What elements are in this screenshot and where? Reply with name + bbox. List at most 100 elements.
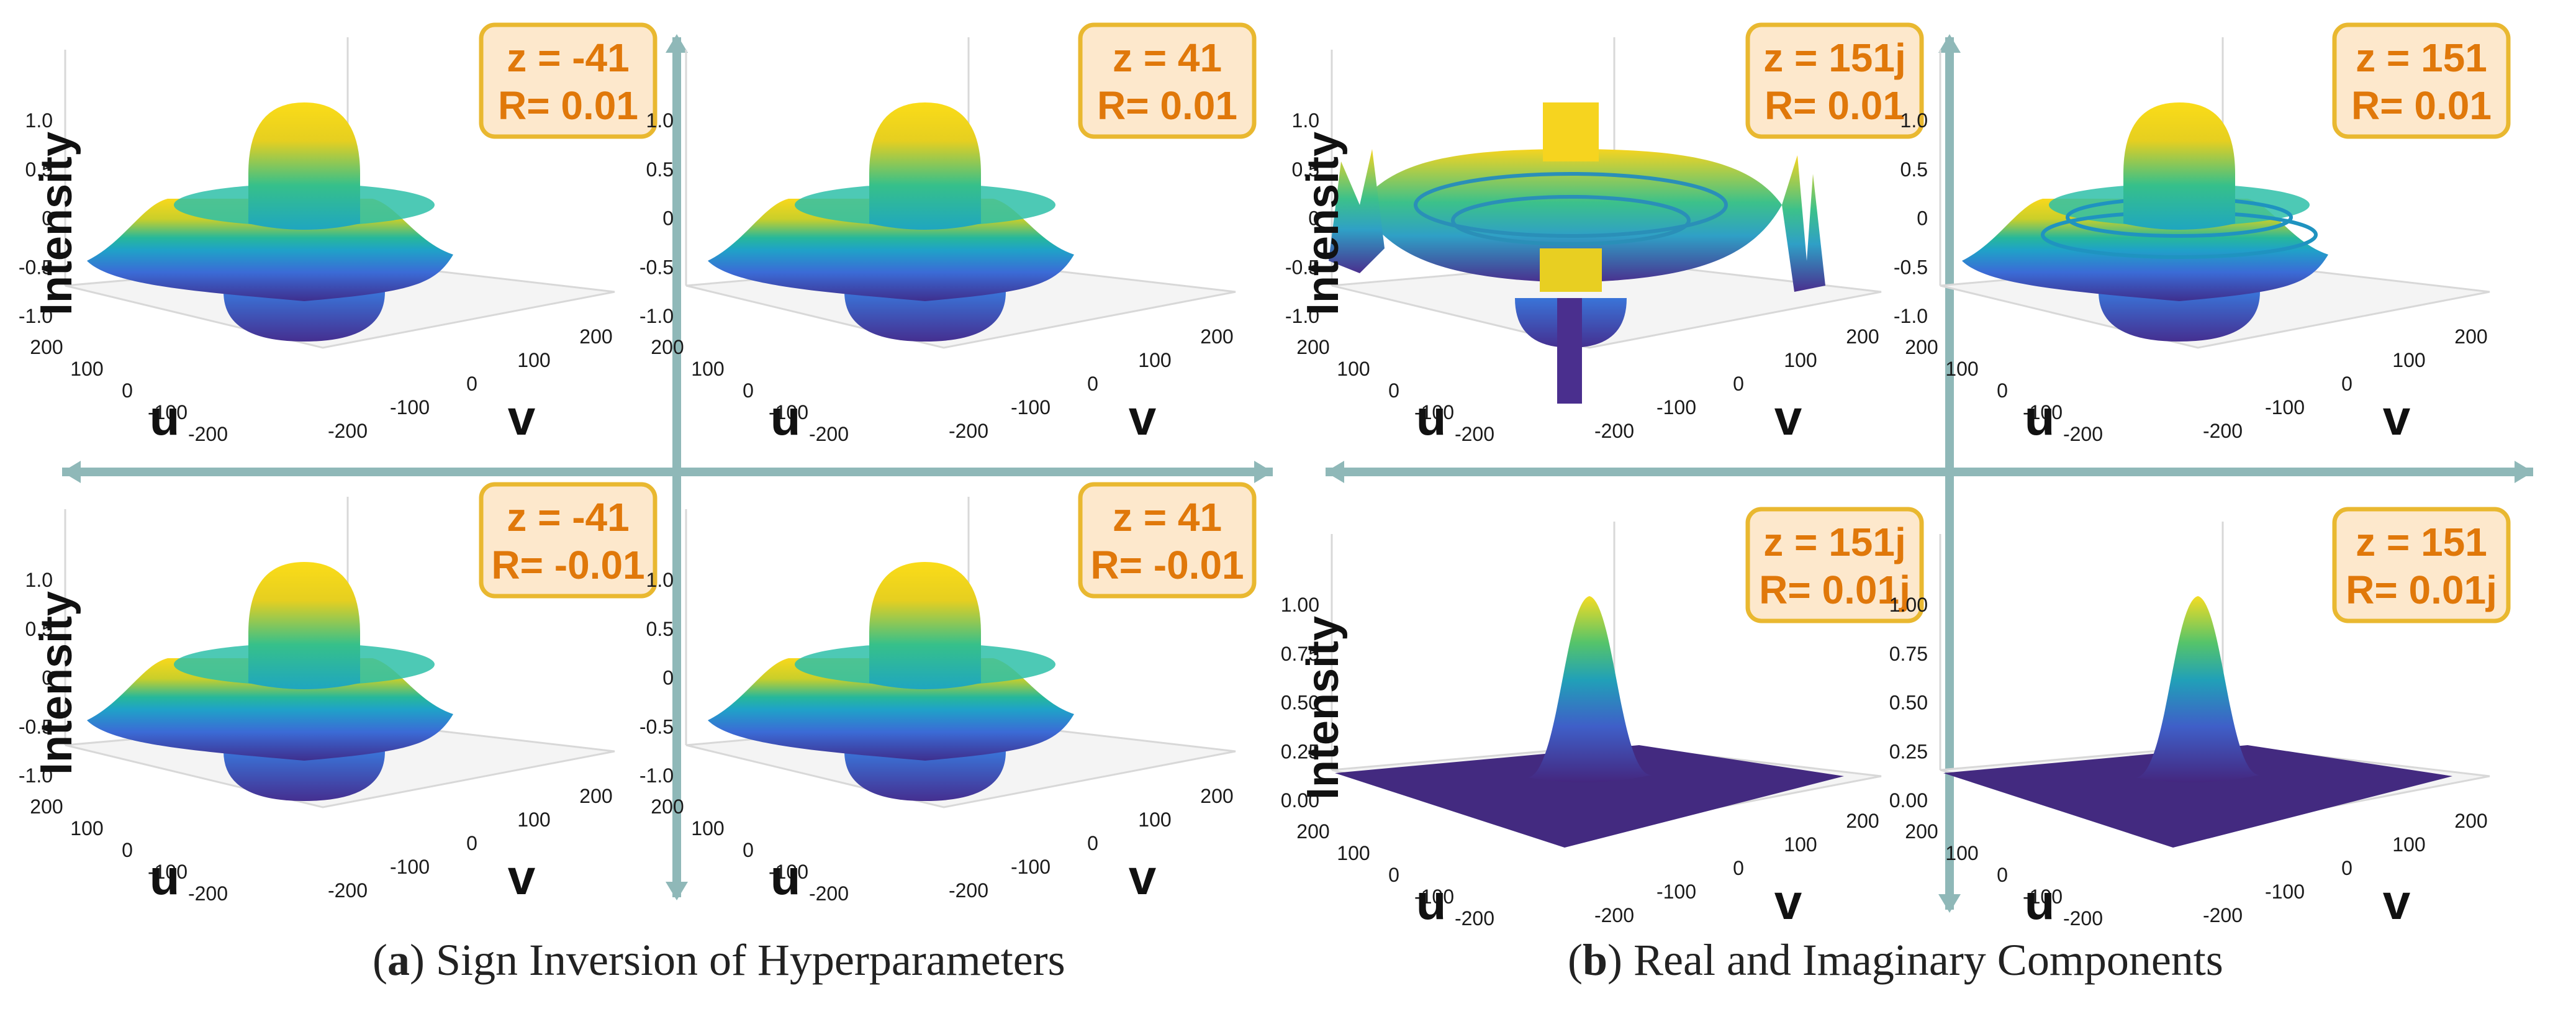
param-badge-frame (1078, 22, 1257, 139)
v-tick-label: -100 (2265, 880, 2305, 903)
param-z-label: z = -41 (507, 35, 629, 80)
surface-ring (708, 199, 1074, 301)
u-tick-label: 0 (743, 379, 754, 402)
v-axis-label: v (508, 849, 536, 905)
divider-group-a (62, 34, 1273, 900)
z-tick-label: 1.0 (25, 569, 53, 591)
u-tick-label: 0 (1388, 379, 1399, 402)
z-tick-label: 0.5 (1292, 158, 1319, 181)
surface-bowl (224, 292, 385, 342)
v-tick-label: -100 (1011, 856, 1051, 878)
u-tick-label: -100 (769, 401, 808, 423)
caption-a-letter: a (387, 935, 410, 985)
param-r-label: R= 0.01j (1759, 568, 1910, 612)
arrow-left-a (62, 461, 81, 483)
surface-dome (248, 562, 360, 689)
v-axis-label: v (2383, 390, 2411, 445)
u-tick-label: 0 (1388, 864, 1399, 886)
param-badge: z = 41R= -0.01 (1078, 482, 1257, 599)
u-axis-label: u (150, 390, 180, 445)
z-tick-label: 1.0 (1292, 109, 1319, 132)
v-tick-label: 0 (1087, 832, 1098, 854)
surface-edge-left (1329, 149, 1385, 273)
v-tick-label: -200 (328, 879, 368, 902)
z-tick-label: 0.75 (1281, 643, 1319, 665)
z-tick-label: -0.5 (19, 256, 53, 278)
v-tick-label: -100 (1656, 880, 1696, 903)
v-tick-label: 200 (579, 785, 612, 807)
z-tick-label: 0.5 (25, 158, 53, 181)
z-tick-label: 0.75 (1889, 643, 1928, 665)
param-badge: z = 41R= 0.01 (1078, 22, 1257, 139)
z-tick-label: 0.00 (1889, 789, 1928, 812)
z-tick-label: 1.00 (1889, 594, 1928, 616)
v-tick-label: -200 (2203, 904, 2243, 926)
v-tick-label: 100 (1138, 349, 1171, 371)
surface-spike-down (1557, 298, 1582, 404)
u-tick-label: -200 (2063, 423, 2103, 445)
v-tick-label: -200 (949, 879, 988, 902)
v-tick-label: 0 (466, 832, 477, 854)
caption-b: (b) Real and Imaginary Components (1568, 935, 2223, 985)
v-axis-label: v (1129, 390, 1157, 445)
surface-bowl (2099, 292, 2260, 342)
intensity-axis-label: Intensity (1298, 132, 1348, 315)
v-tick-label: -200 (1594, 904, 1634, 926)
u-tick-label: -200 (2063, 907, 2103, 930)
arrow-right-a (1254, 461, 1273, 483)
u-tick-label: -100 (1414, 401, 1454, 423)
param-z-label: z = 151j (1763, 35, 1906, 80)
arrow-bottom-b (1938, 894, 1961, 913)
caption-a-text: Sign Inversion of Hyperparameters (424, 935, 1065, 985)
z-tick-label: 1.0 (1900, 109, 1928, 132)
param-r-label: R= 0.01 (1765, 83, 1905, 128)
v-tick-label: 0 (2341, 373, 2352, 395)
u-tick-label: -100 (769, 861, 808, 883)
v-axis-label: v (508, 390, 536, 445)
param-z-label: z = 151j (1763, 520, 1906, 564)
surface-base-plane (1943, 745, 2452, 848)
u-tick-label: 200 (651, 336, 684, 358)
param-badge-frame (2332, 22, 2511, 139)
surface-spike-up (1543, 102, 1599, 161)
v-axis-label: v (1774, 390, 1802, 445)
v-tick-label: -200 (949, 420, 988, 442)
z-tick-label: -1.0 (19, 305, 53, 327)
surface-ring (708, 658, 1074, 761)
u-tick-label: -200 (1455, 423, 1494, 445)
intensity-axis-label: Intensity (1298, 616, 1348, 800)
v-tick-label: -200 (1594, 420, 1634, 442)
v-tick-label: 100 (2392, 349, 2425, 371)
surface-ring (87, 658, 453, 761)
v-tick-label: -100 (2265, 396, 2305, 419)
v-tick-label: -200 (2203, 420, 2243, 442)
surface-ripple (1414, 172, 1728, 238)
param-z-label: z = -41 (507, 495, 629, 540)
u-tick-label: 200 (30, 795, 63, 818)
z-tick-label: 0.5 (646, 618, 674, 640)
z-tick-label: 0.5 (1900, 158, 1928, 181)
arrow-bottom-a (666, 882, 688, 900)
v-tick-label: 100 (517, 349, 550, 371)
z-tick-label: 1.0 (25, 109, 53, 132)
u-tick-label: -100 (148, 861, 188, 883)
z-tick-label: -0.5 (639, 715, 674, 738)
param-z-label: z = 151 (2356, 35, 2487, 80)
z-tick-label: 0.5 (646, 158, 674, 181)
u-tick-label: 200 (30, 336, 63, 358)
u-tick-label: 200 (1905, 820, 1938, 843)
v-tick-label: 100 (2392, 833, 2425, 856)
surface-edge-right (1782, 155, 1825, 292)
v-tick-label: 200 (579, 325, 612, 348)
v-tick-label: -200 (328, 420, 368, 442)
arrow-left-b (1326, 461, 1344, 483)
caption-a: (a) Sign Inversion of Hyperparameters (373, 935, 1065, 985)
u-tick-label: 0 (1997, 864, 2008, 886)
param-badge: z = -41R= -0.01 (479, 482, 658, 599)
z-tick-label: -0.5 (639, 256, 674, 278)
v-tick-label: 200 (1200, 785, 1233, 807)
surface-bowl (844, 292, 1006, 342)
